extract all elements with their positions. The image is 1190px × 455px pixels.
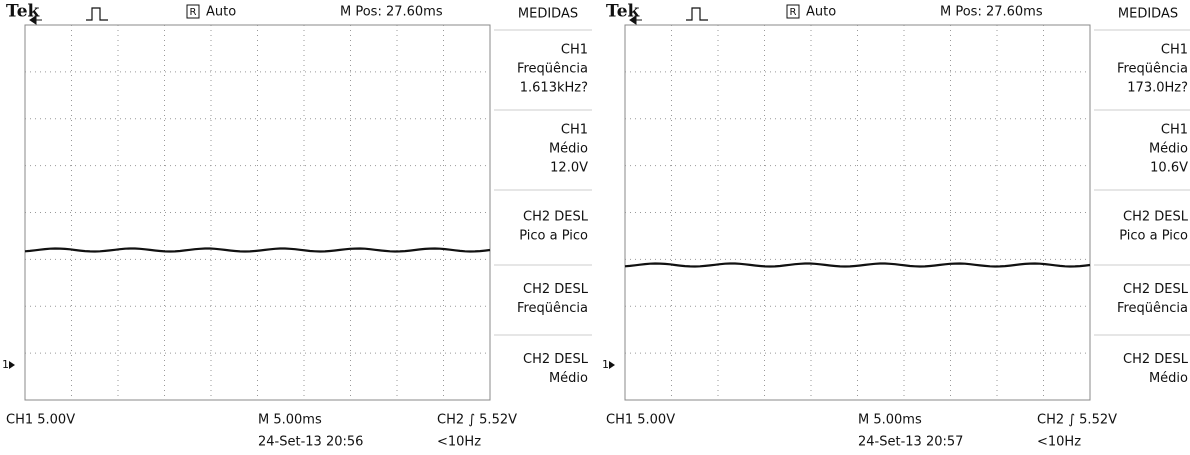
measurement-line: Pico a Pico xyxy=(1119,229,1188,244)
run-indicator: R xyxy=(190,7,197,18)
timestamp: 24-Set-13 20:56 xyxy=(258,435,363,450)
acquire-icon xyxy=(686,8,708,20)
measurement-line: Médio xyxy=(549,371,588,386)
measurement-line: 173.0Hz? xyxy=(1127,81,1188,96)
ground-marker: 1 xyxy=(602,358,609,371)
ground-arrow xyxy=(609,361,615,369)
measurement-line: Médio xyxy=(549,142,588,157)
trigger-level: CH2 ∫ 5.52V xyxy=(437,413,517,428)
measurement-line: Pico a Pico xyxy=(519,229,588,244)
run-indicator: R xyxy=(790,7,797,18)
timestamp: 24-Set-13 20:57 xyxy=(858,435,963,450)
measurement-line: Freqüência xyxy=(517,301,588,316)
waveform-trace xyxy=(625,264,1090,267)
trigger-mode: Auto xyxy=(206,5,236,20)
position: M Pos: 27.60ms xyxy=(340,5,443,20)
measurement-line: CH2 DESL xyxy=(523,210,589,225)
scope-screens: TekRAutoM Pos: 27.60ms1MEDIDASCH1Freqüên… xyxy=(0,0,1190,455)
measurement-line: CH2 DESL xyxy=(1123,282,1189,297)
measurement-line: 1.613kHz? xyxy=(520,81,588,96)
trigger-mode: Auto xyxy=(806,5,836,20)
trigger-frequency: <10Hz xyxy=(437,435,481,450)
position: M Pos: 27.60ms xyxy=(940,5,1043,20)
waveform-trace xyxy=(25,249,490,252)
timebase: M 5.00ms xyxy=(258,413,322,428)
measurement-line: CH1 xyxy=(1161,123,1188,138)
measurement-line: CH1 xyxy=(561,123,588,138)
measurement-line: CH1 xyxy=(1161,43,1188,58)
timebase: M 5.00ms xyxy=(858,413,922,428)
measurement-line: CH1 xyxy=(561,43,588,58)
measurements-title: MEDIDAS xyxy=(1118,7,1178,22)
measurement-line: Médio xyxy=(1149,371,1188,386)
measurement-line: CH2 DESL xyxy=(523,282,589,297)
measurement-line: Médio xyxy=(1149,142,1188,157)
measurement-line: CH2 DESL xyxy=(1123,210,1189,225)
measurement-line: Freqüência xyxy=(517,62,588,77)
trigger-level: CH2 ∫ 5.52V xyxy=(1037,413,1117,428)
ground-arrow xyxy=(9,361,15,369)
measurements-title: MEDIDAS xyxy=(518,7,578,22)
ground-marker: 1 xyxy=(2,358,9,371)
measurement-line: CH2 DESL xyxy=(1123,352,1189,367)
measurement-line: 12.0V xyxy=(550,161,588,176)
measurement-line: 10.6V xyxy=(1150,161,1188,176)
measurement-line: Freqüência xyxy=(1117,301,1188,316)
acquire-icon xyxy=(86,8,108,20)
channel-scale: CH1 5.00V xyxy=(6,413,75,428)
channel-scale: CH1 5.00V xyxy=(606,413,675,428)
measurement-line: CH2 DESL xyxy=(523,352,589,367)
measurement-line: Freqüência xyxy=(1117,62,1188,77)
trigger-frequency: <10Hz xyxy=(1037,435,1081,450)
